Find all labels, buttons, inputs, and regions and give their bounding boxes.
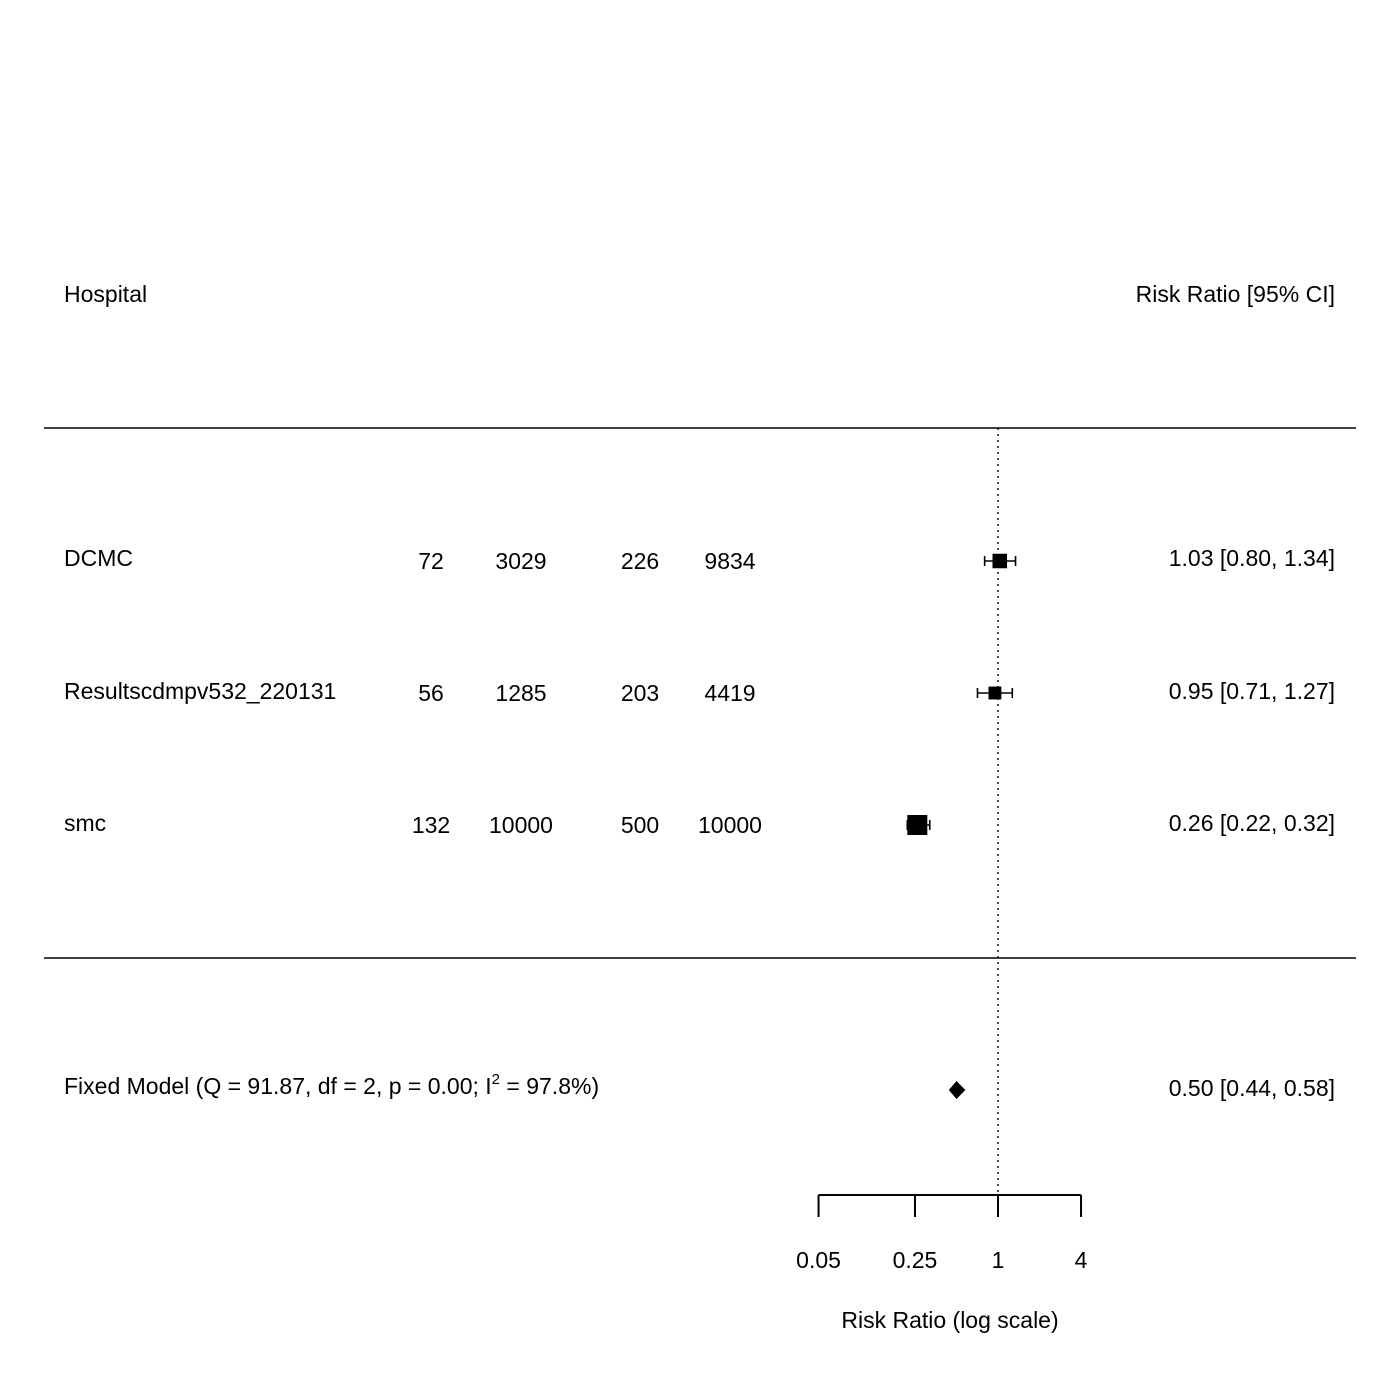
count-cell: 500 [621, 812, 659, 838]
effect-square [992, 553, 1008, 569]
x-axis: 0.05 0.25 1 4 [796, 1194, 1088, 1273]
effect-text: 0.26 [0.22, 0.32] [1169, 810, 1335, 836]
summary-diamond [948, 1081, 966, 1099]
summary-label: Fixed Model (Q = 91.87, df = 2, p = 0.00… [64, 1071, 599, 1099]
header-effect-label: Risk Ratio [95% CI] [1136, 281, 1335, 307]
count-cell: 56 [418, 680, 444, 706]
summary-effect-text: 0.50 [0.44, 0.58] [1169, 1075, 1335, 1101]
count-cell: 72 [418, 548, 444, 574]
x-tick-label: 0.05 [796, 1247, 841, 1273]
count-cell: 203 [621, 680, 659, 706]
study-row: Resultscdmpv532_220131 56 1285 203 4419 … [64, 678, 1335, 706]
count-cell: 9834 [704, 548, 755, 574]
study-name: Resultscdmpv532_220131 [64, 678, 336, 704]
count-cell: 226 [621, 548, 659, 574]
summary-label-suffix: = 97.8%) [500, 1073, 599, 1099]
study-row: smc 132 10000 500 10000 0.26 [0.22, 0.32… [64, 810, 1335, 838]
count-cell: 3029 [495, 548, 546, 574]
effect-text: 1.03 [0.80, 1.34] [1169, 545, 1335, 571]
header-study-label: Hospital [64, 281, 147, 307]
count-cell: 1285 [495, 680, 546, 706]
effect-text: 0.95 [0.71, 1.27] [1169, 678, 1335, 704]
study-row: DCMC 72 3029 226 9834 1.03 [0.80, 1.34] [64, 545, 1335, 574]
count-cell: 4419 [704, 680, 755, 706]
effect-square [988, 686, 1002, 700]
count-cell: 10000 [698, 812, 762, 838]
summary-label-superscript: 2 [492, 1071, 500, 1088]
x-tick-label: 1 [992, 1247, 1005, 1273]
count-cell: 10000 [489, 812, 553, 838]
study-name: smc [64, 810, 106, 836]
count-cell: 132 [412, 812, 450, 838]
x-tick-label: 4 [1075, 1247, 1088, 1273]
x-tick-label: 0.25 [893, 1247, 938, 1273]
x-axis-label: Risk Ratio (log scale) [841, 1307, 1058, 1333]
study-name: DCMC [64, 545, 133, 571]
summary-label-prefix: Fixed Model (Q = 91.87, df = 2, p = 0.00… [64, 1073, 492, 1099]
effect-square [907, 815, 928, 835]
plot-marks [906, 553, 1017, 1099]
